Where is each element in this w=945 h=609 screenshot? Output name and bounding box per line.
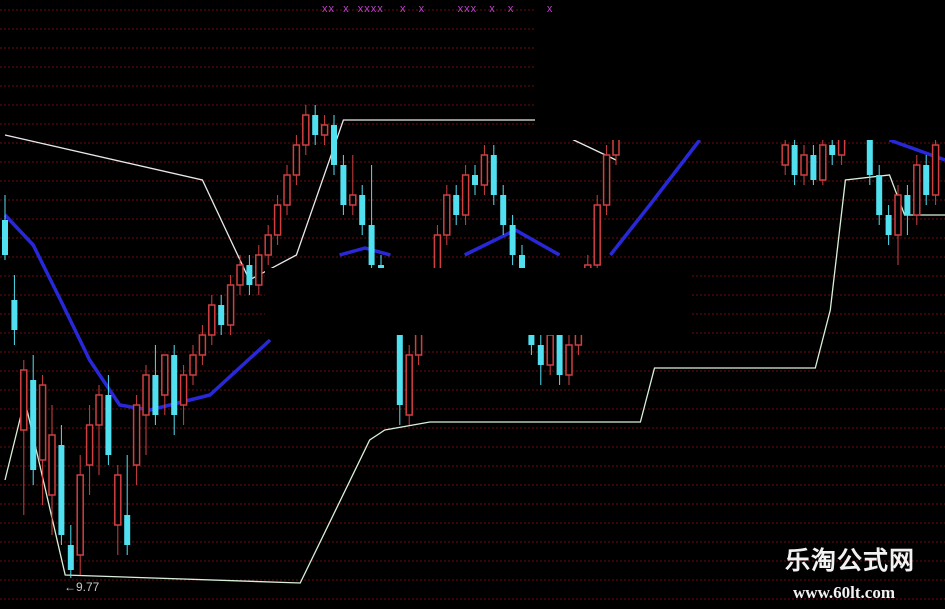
candle-up — [161, 354, 169, 396]
candle-down — [453, 195, 460, 215]
candle-down — [58, 445, 65, 535]
candle-down — [105, 395, 112, 455]
candle-up — [38, 384, 47, 461]
candle-down — [791, 145, 798, 175]
candle-up — [85, 424, 94, 466]
candle-down — [396, 325, 403, 405]
candle-down — [829, 145, 836, 155]
candle-up — [302, 114, 310, 146]
candle-up — [349, 194, 357, 206]
candle-down — [246, 265, 253, 285]
candle-up — [189, 354, 197, 376]
candle-up — [20, 369, 28, 431]
candle-down — [885, 215, 892, 235]
candles — [2, 105, 940, 578]
ma-line — [339, 246, 391, 257]
candle-up — [593, 204, 601, 266]
candle-down — [810, 155, 817, 180]
candle-up — [273, 204, 282, 236]
candle-up — [95, 394, 103, 426]
candle-down — [490, 155, 497, 195]
signal-marks: xx x xxxx x x xxx x x x — [322, 3, 554, 15]
candle-up — [913, 164, 921, 216]
candle-up — [208, 304, 216, 336]
candle-up — [198, 334, 207, 356]
candle-up — [48, 434, 56, 496]
low-price-label: ←9.77 — [64, 580, 100, 594]
candle-down — [359, 195, 366, 225]
ma-line — [3, 213, 272, 412]
candle-down — [876, 175, 883, 215]
lower-line — [4, 174, 945, 584]
candle-down — [866, 135, 873, 175]
candle-up — [76, 474, 84, 556]
watermark-url: www.60lt.com — [793, 583, 895, 602]
candle-up — [546, 334, 554, 366]
candle-down — [923, 165, 930, 195]
candle-down — [2, 220, 8, 255]
candle-up — [443, 194, 451, 236]
candle-down — [472, 175, 478, 185]
candle-down — [312, 115, 319, 135]
candle-up — [781, 144, 789, 166]
candle-up — [461, 174, 470, 216]
candle-down — [556, 335, 563, 375]
candle-down — [537, 345, 544, 365]
candle-up — [480, 154, 489, 186]
candle-up — [565, 344, 573, 376]
occluded-region — [265, 268, 690, 335]
candle-down — [331, 125, 337, 165]
candle-up — [283, 174, 291, 206]
candle-up — [132, 404, 141, 466]
candle-up — [894, 194, 902, 236]
candle-down — [30, 380, 37, 470]
candle-down — [340, 165, 347, 205]
candle-up — [114, 474, 122, 526]
candle-down — [509, 225, 516, 255]
candle-up — [264, 234, 272, 256]
candle-down — [11, 300, 18, 330]
indicator-lines — [3, 119, 945, 584]
candle-down — [152, 375, 159, 415]
candle-down — [368, 225, 375, 265]
candle-up — [142, 374, 150, 416]
watermark-name: 乐淘公式网 — [784, 546, 915, 575]
candle-up — [602, 154, 611, 206]
candle-down — [124, 515, 131, 545]
candle-down — [904, 195, 911, 215]
candle-down — [500, 195, 507, 225]
candle-up — [255, 254, 263, 286]
candle-up — [236, 264, 244, 286]
candle-up — [405, 354, 413, 416]
candle-down — [218, 305, 225, 325]
candle-down — [67, 545, 74, 570]
ma-line — [609, 138, 702, 257]
candle-up — [292, 144, 301, 176]
occluded-region — [535, 0, 945, 140]
candle-up — [226, 284, 235, 326]
candle-up — [819, 144, 827, 181]
candle-up — [800, 154, 808, 176]
candle-down — [171, 355, 178, 415]
candle-up — [179, 374, 188, 406]
candle-up — [320, 124, 329, 136]
candle-up — [931, 144, 940, 196]
